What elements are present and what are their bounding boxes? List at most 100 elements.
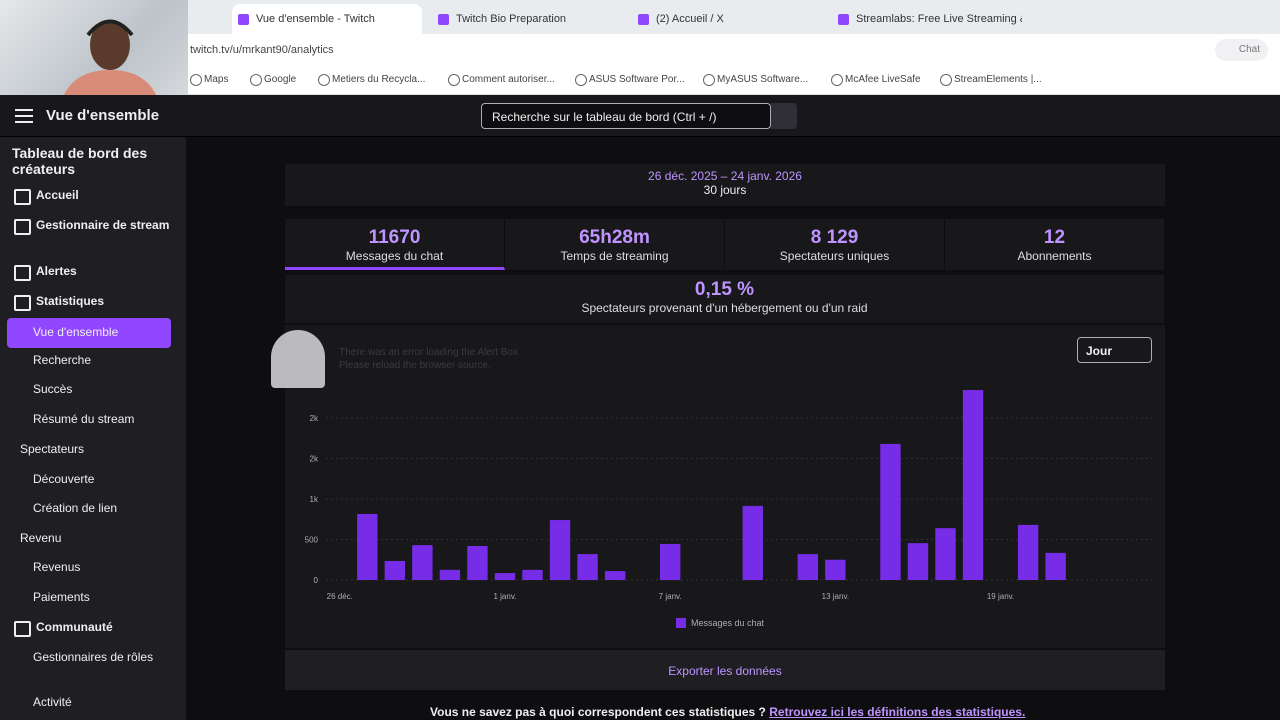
sidebar-item[interactable]: Revenus	[33, 560, 81, 574]
bar	[522, 569, 543, 580]
bookmark[interactable]: Google	[250, 74, 296, 86]
bar	[467, 545, 488, 580]
stat-value: 8 129	[810, 227, 859, 248]
stat-value: 11670	[368, 227, 421, 248]
bar	[659, 543, 681, 580]
x-tick-label: 19 janv.	[987, 592, 1014, 601]
bar	[1045, 552, 1066, 580]
footer-question: Vous ne savez pas à quoi correspondent c…	[430, 705, 766, 719]
bar	[935, 528, 956, 580]
stat-value: 0,15 %	[694, 279, 755, 300]
menu-icon[interactable]	[14, 108, 34, 124]
stat-label: Spectateurs provenant d'un hébergement o…	[581, 301, 868, 315]
app-header: Vue d'ensemble Recherche sur le tableau …	[0, 95, 1280, 137]
sidebar-item[interactable]: Alertes	[0, 264, 172, 281]
sidebar-item[interactable]: Découverte	[33, 472, 95, 486]
bar	[494, 573, 516, 580]
bar	[797, 554, 819, 580]
bookmark[interactable]: Maps	[190, 74, 228, 86]
url[interactable]: twitch.tv/u/mrkant90/analytics	[190, 44, 334, 56]
legend-swatch	[676, 618, 686, 628]
bookmark[interactable]: ASUS Software Por...	[575, 74, 685, 86]
sidebar-item[interactable]: Activité	[33, 695, 72, 709]
sidebar-item[interactable]: Communauté	[0, 620, 172, 637]
sidebar-item[interactable]: Gestionnaires de rôles	[33, 650, 154, 664]
tab[interactable]: (2) Accueil / X	[632, 4, 822, 34]
bar	[825, 559, 846, 580]
x-tick-label: 26 déc.	[327, 592, 353, 601]
bar	[604, 571, 626, 580]
y-tick-label: 0	[314, 576, 319, 585]
y-tick-label: 1k	[310, 495, 319, 504]
footer-link[interactable]: Retrouvez ici les définitions des statis…	[769, 705, 1026, 719]
stat-value: 65h28m	[579, 227, 650, 248]
stat-label: Messages du chat	[345, 249, 444, 263]
sidebar-item[interactable]: Statistiques	[0, 294, 172, 311]
sidebar-item[interactable]: Accueil	[0, 188, 172, 205]
stat-card[interactable]: 11670 Messages du chat	[285, 219, 505, 270]
legend-label: Messages du chat	[691, 618, 765, 628]
x-tick-label: 7 janv.	[659, 592, 682, 601]
sidebar-title: Tableau de bord des créateurs	[12, 145, 148, 177]
stat-value: 12	[1043, 227, 1066, 248]
date-picker[interactable]: 26 déc. 2025 – 24 janv. 2026 30 jours	[285, 164, 1165, 206]
sidebar-item[interactable]: Création de lien	[33, 501, 118, 515]
alert-error-text: Please reload the browser source.	[339, 360, 491, 371]
page-title: Vue d'ensemble	[46, 107, 160, 124]
ghost-icon	[271, 330, 325, 388]
tab[interactable]: Streamlabs: Free Live Streaming &	[832, 4, 1022, 34]
bar	[962, 390, 984, 580]
alert-error-text: There was an error loading the Alert Box	[339, 347, 518, 358]
bookmark[interactable]: Comment autoriser...	[448, 74, 555, 86]
tab[interactable]: Vue d'ensemble - Twitch	[232, 4, 422, 34]
search-button[interactable]	[771, 103, 797, 129]
tab[interactable]: Twitch Bio Preparation	[432, 4, 622, 34]
y-tick-label: 500	[305, 536, 319, 545]
sidebar-item[interactable]: Revenu	[20, 531, 62, 545]
stat-label: Spectateurs uniques	[779, 249, 890, 263]
address-bar: twitch.tv/u/mrkant90/analytics Chat	[0, 34, 1280, 66]
sidebar: Tableau de bord des créateurs Accueil Ges…	[0, 137, 186, 720]
sidebar-item[interactable]: Gestionnaire de stream	[0, 218, 172, 235]
export-button[interactable]: Exporter les données	[285, 650, 1165, 690]
sidebar-item[interactable]: Spectateurs	[20, 442, 85, 456]
stat-label: Abonnements	[1017, 249, 1092, 263]
chart-panel: Jour	[285, 325, 1165, 648]
bar	[907, 543, 929, 580]
chat-button[interactable]: Chat	[1214, 39, 1268, 61]
bookmark[interactable]: StreamElements |...	[940, 74, 1042, 86]
bookmarks-bar: Maps Google Metiers du Recycla... Comment a…	[0, 66, 1280, 95]
bar	[412, 545, 433, 580]
bar	[880, 443, 901, 580]
sidebar-item[interactable]: Vue d'ensemble	[7, 318, 171, 348]
interval-select[interactable]: Jour	[1077, 337, 1152, 363]
bar	[549, 520, 571, 580]
stat-card[interactable]: 0,15 % Spectateurs provenant d'un héberge…	[285, 275, 1165, 323]
stat-card[interactable]: 65h28m Temps de streaming	[505, 219, 725, 270]
sidebar-item[interactable]: Résumé du stream	[33, 412, 135, 426]
bookmark[interactable]: MyASUS Software...	[703, 74, 808, 86]
bookmark[interactable]: Metiers du Recycla...	[318, 74, 425, 86]
sidebar-item[interactable]: Recherche	[33, 353, 92, 367]
sidebar-item[interactable]: Paiements	[33, 590, 90, 604]
stat-card[interactable]: 12 Abonnements	[945, 219, 1165, 270]
x-tick-label: 1 janv.	[493, 592, 516, 601]
bar	[357, 513, 378, 580]
search-input[interactable]: Recherche sur le tableau de bord (Ctrl +…	[481, 103, 771, 129]
bookmark[interactable]: McAfee LiveSafe	[831, 74, 921, 86]
footer: Vous ne savez pas à quoi correspondent c…	[430, 705, 1025, 719]
webcam-overlay	[0, 0, 188, 105]
date-range: 26 déc. 2025 – 24 janv. 2026	[648, 169, 802, 183]
bar	[577, 554, 598, 580]
sidebar-item[interactable]: Succès	[33, 382, 73, 396]
bar	[742, 505, 763, 580]
bar	[439, 569, 461, 580]
y-tick-label: 2k	[310, 414, 319, 423]
tab-bar: Vue d'ensemble - Twitch Twitch Bio Prepar…	[0, 0, 1280, 34]
y-tick-label: 2k	[310, 455, 319, 464]
x-tick-label: 13 janv.	[822, 592, 849, 601]
stat-card[interactable]: 8 129 Spectateurs uniques	[725, 219, 945, 270]
date-period: 30 jours	[703, 183, 747, 197]
